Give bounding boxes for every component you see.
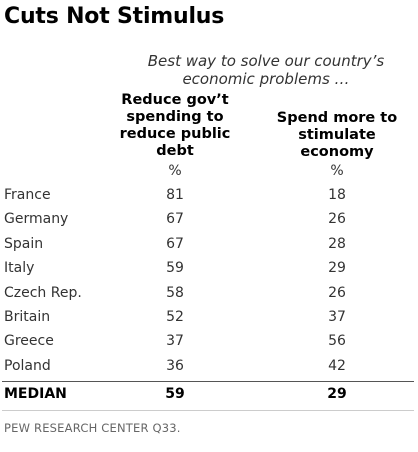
column-header-spend-more: Spend more to stimulate economy [276,110,398,160]
row-value-spend-more: 26 [328,211,346,228]
median-row: MEDIAN 59 29 [0,385,418,407]
row-label: Italy [4,260,35,277]
table-row: Italy 59 29 [0,257,418,281]
row-value-reduce-spending: 67 [166,211,184,228]
row-value-spend-more: 28 [328,235,346,252]
row-value-reduce-spending: 81 [166,187,184,203]
row-value-reduce-spending: 37 [166,333,184,350]
row-label: Spain [4,235,44,252]
row-value-spend-more: 56 [328,333,346,350]
row-value-spend-more: 18 [328,187,346,203]
table-row: Greece 37 56 [0,330,418,354]
chart-subtitle: Best way to solve our country’s economic… [147,52,385,88]
table-body: France 81 18 Germany 67 26 Spain 67 28 I… [0,184,418,379]
footer-divider [2,410,414,411]
median-value-reduce-spending: 59 [165,386,185,402]
row-label: Poland [4,357,51,374]
table-row: Czech Rep. 58 26 [0,282,418,306]
median-value-spend-more: 29 [327,386,347,402]
table-row: France 81 18 [0,184,418,208]
row-label: Greece [4,333,54,350]
column-header-reduce-spending: Reduce gov’t spending to reduce public d… [119,92,231,159]
column-unit-spend-more: % [330,163,344,179]
table-row: Germany 67 26 [0,208,418,232]
row-value-spend-more: 29 [328,260,346,277]
row-value-reduce-spending: 58 [166,284,184,301]
median-label: MEDIAN [4,386,67,402]
row-label: France [4,187,51,203]
row-label: Germany [4,211,69,228]
row-value-reduce-spending: 52 [166,308,184,325]
table-row: Britain 52 37 [0,306,418,330]
table-row: Spain 67 28 [0,233,418,257]
table-row: Poland 36 42 [0,355,418,379]
row-value-reduce-spending: 59 [166,260,184,277]
row-value-spend-more: 42 [328,357,346,374]
chart-title: Cuts Not Stimulus [4,4,225,29]
row-value-reduce-spending: 36 [166,357,184,374]
row-label: Britain [4,308,51,325]
column-unit-reduce-spending: % [168,163,182,179]
row-label: Czech Rep. [4,284,82,301]
row-value-spend-more: 26 [328,284,346,301]
row-value-spend-more: 37 [328,308,346,325]
source-note: PEW RESEARCH CENTER Q33. [4,421,181,435]
row-value-reduce-spending: 67 [166,235,184,252]
median-divider [2,381,414,382]
